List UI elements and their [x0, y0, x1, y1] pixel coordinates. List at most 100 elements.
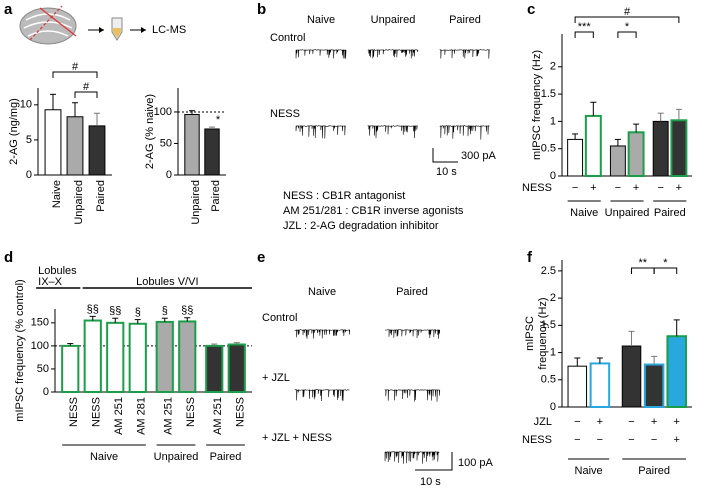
bar — [178, 320, 197, 394]
scale-label: 10 s — [420, 476, 441, 488]
row-value: − — [597, 434, 603, 446]
annotation: * — [216, 114, 221, 126]
x-tick-label: AM 251 — [163, 397, 175, 435]
row-value: − — [574, 434, 580, 446]
annotation: §§ — [181, 305, 193, 317]
bar — [670, 119, 688, 177]
y-axis-label: frequency (Hz) — [537, 297, 549, 369]
row-value: − — [628, 416, 634, 428]
row-value: − — [572, 182, 578, 194]
y-tick-label: 0 — [550, 401, 556, 413]
trace — [384, 389, 441, 402]
bar — [652, 120, 669, 177]
x-tick-label: Unpaired — [73, 180, 85, 225]
bar — [567, 365, 588, 408]
annotation: § — [162, 305, 168, 317]
arrow-head — [141, 27, 146, 33]
bar — [227, 343, 246, 393]
trace — [439, 125, 490, 140]
y-tick-label: 0.5 — [541, 374, 556, 386]
row-value: + — [590, 182, 596, 194]
bar — [621, 345, 642, 408]
row-label: Control — [262, 312, 297, 324]
y-axis-label: mIPSC frequency (% control) — [14, 279, 26, 421]
x-tick-label: NESS — [235, 397, 247, 427]
trace — [295, 125, 346, 139]
row-value: − — [615, 182, 621, 194]
x-tick-label: Paired — [210, 180, 222, 212]
group-label: Paired — [654, 207, 686, 219]
y-tick-label: 1 — [550, 346, 556, 358]
row-name: JZL — [534, 416, 552, 428]
group-label: Naive — [575, 465, 603, 477]
tube-liquid — [113, 28, 121, 38]
x-tick-label: Paired — [95, 180, 107, 212]
bracket — [52, 71, 98, 78]
y-axis-label: 2-AG (ng/mg) — [8, 98, 20, 165]
group-label: Unpaired — [154, 451, 199, 463]
y-tick-label: 0 — [550, 170, 556, 182]
panel-letter: f — [527, 249, 533, 266]
bar — [627, 131, 645, 177]
panel-letter: e — [257, 249, 265, 266]
row-value: − — [651, 434, 657, 446]
scale-label: 100 pA — [458, 457, 494, 469]
panel-letter: b — [257, 1, 266, 18]
trace — [367, 125, 418, 139]
row-value: − — [574, 416, 580, 428]
y-tick-label: 0 — [26, 169, 32, 181]
row-name: NESS — [522, 434, 552, 446]
y-tick-label: 0.5 — [541, 143, 556, 155]
row-value: + — [633, 182, 639, 194]
y-tick-label: 1.5 — [541, 319, 556, 331]
row-label: NESS — [270, 108, 300, 120]
x-tick-label: AM 251 — [113, 397, 125, 435]
row-label: + JZL + NESS — [262, 432, 332, 444]
y-tick-label: 100 — [31, 340, 49, 352]
column-label: Unpaired — [371, 14, 416, 26]
x-tick-label: NESS — [68, 397, 80, 427]
bar — [567, 138, 584, 177]
bar — [609, 145, 626, 177]
annotation: *** — [578, 21, 592, 33]
x-tick-label: NESS — [91, 397, 103, 427]
annotation: §§ — [109, 305, 121, 317]
bar — [205, 344, 224, 393]
row-name: NESS — [522, 182, 552, 194]
bar — [61, 344, 80, 393]
bar — [128, 322, 147, 393]
trace — [295, 49, 347, 59]
trace — [384, 329, 441, 339]
x-tick-label: Unpaired — [190, 180, 202, 225]
annotation: * — [625, 21, 630, 33]
bar — [184, 113, 200, 176]
y-tick-label: 5 — [26, 134, 32, 146]
brain-icon — [19, 5, 77, 45]
annotation: * — [663, 257, 668, 269]
bar — [666, 335, 687, 409]
y-tick-label: 100 — [154, 106, 172, 118]
bar — [44, 109, 62, 176]
bar — [88, 125, 106, 176]
row-value: + — [651, 416, 657, 428]
x-tick-label: Naive — [51, 180, 63, 208]
annotation: # — [83, 81, 90, 93]
region-label: IX–X — [38, 276, 63, 288]
group-label: Naive — [570, 207, 598, 219]
region-label: Lobules V/VI — [136, 276, 198, 288]
region-label: Lobules — [38, 265, 77, 277]
bracket — [574, 16, 680, 23]
row-value: − — [628, 434, 634, 446]
column-label: Naive — [307, 14, 335, 26]
bar — [584, 114, 602, 178]
bracket — [74, 91, 98, 98]
panel-letter: c — [527, 1, 535, 18]
x-tick-label: AM 251 — [212, 397, 224, 435]
bar — [589, 362, 611, 409]
legend-text: NESS : CB1R antagonist — [283, 190, 405, 202]
annotation: §§ — [87, 303, 99, 315]
scale-bar — [415, 452, 453, 471]
trace — [294, 329, 351, 339]
x-tick-label: NESS — [185, 397, 197, 427]
y-axis-label: mIPSC — [524, 316, 536, 351]
